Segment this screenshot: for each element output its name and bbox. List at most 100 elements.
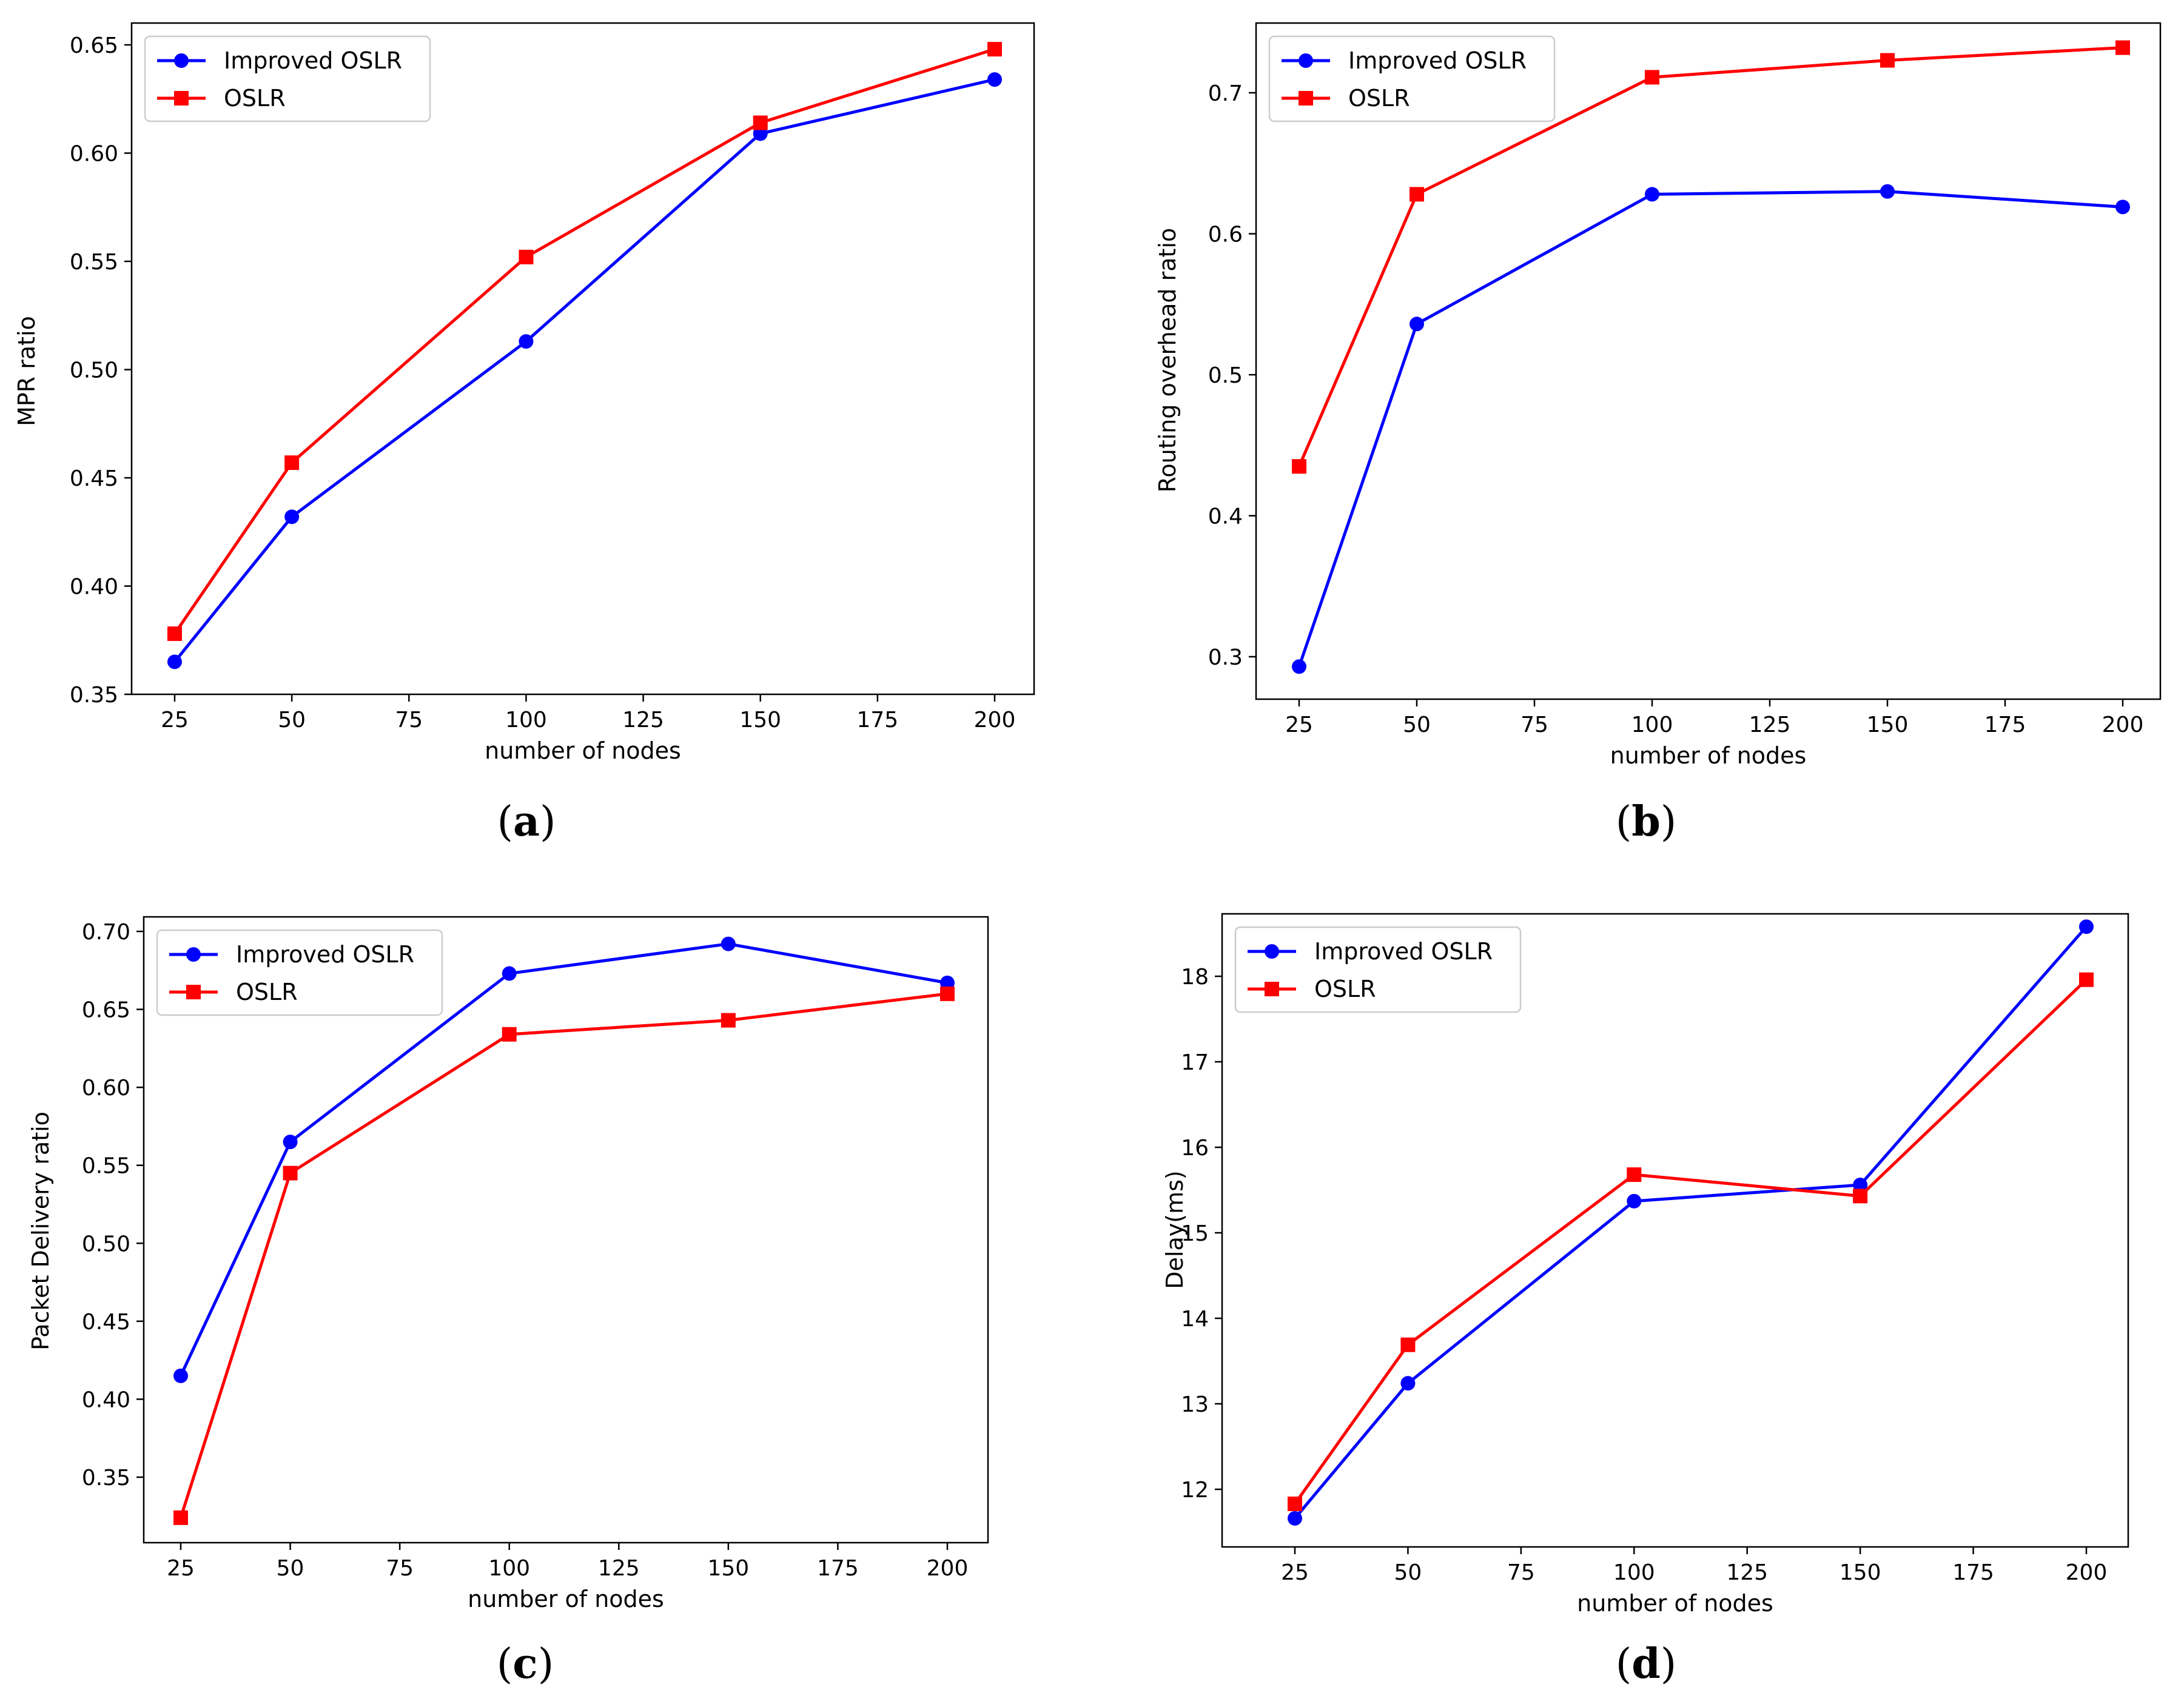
data-point <box>1645 187 1659 202</box>
data-point <box>1627 1193 1642 1209</box>
data-point <box>1853 1189 1868 1204</box>
data-point <box>987 42 1002 57</box>
data-point <box>173 1510 188 1525</box>
y-axis-label: MPR ratio <box>13 316 40 426</box>
data-point <box>1292 459 1306 474</box>
data-point <box>1880 184 1895 199</box>
x-tick-label: 125 <box>622 708 664 733</box>
data-point <box>2115 200 2130 215</box>
chart-panel-a: 25 50 75 100 125 150 175 200 0.35 0.40 0.45 0.50 0.5… <box>13 22 1035 846</box>
plot-frame <box>1255 22 2162 700</box>
x-tick-label: 125 <box>598 1556 640 1581</box>
y-tick-label: 0.65 <box>70 33 118 58</box>
legend-entry: OSLR <box>1314 976 1376 1002</box>
x-tick-label: 100 <box>1613 1560 1655 1585</box>
y-tick-label: 0.60 <box>82 1076 130 1101</box>
chart-panel-d: 25 50 75 100 125 150 175 200 12 13 14 15 16 17 18 numbe… <box>1161 913 2129 1688</box>
data-point <box>519 249 534 264</box>
legend: Improved OSLR OSLR <box>1268 35 1556 122</box>
x-tick-label: 150 <box>707 1556 749 1581</box>
x-tick-label: 75 <box>386 1556 414 1581</box>
series-line-oslr <box>1293 978 2088 1505</box>
x-tick-label: 125 <box>1726 1560 1768 1585</box>
panel-caption: (d) <box>1616 1640 1677 1688</box>
x-axis-label: number of nodes <box>485 737 681 764</box>
series-line-oslr <box>173 47 995 635</box>
x-tick-label: 100 <box>505 708 547 733</box>
series-line-improved-oslr <box>1297 190 2123 668</box>
y-tick-label: 0.60 <box>70 142 118 167</box>
y-tick-label: 0.3 <box>1208 645 1243 670</box>
x-tick-label: 50 <box>1394 1560 1422 1585</box>
y-tick-label: 0.55 <box>70 250 118 275</box>
data-point <box>721 936 736 951</box>
x-axis-label: number of nodes <box>1577 1590 1773 1617</box>
data-point <box>1288 1511 1302 1526</box>
series-line-improved-oslr <box>173 78 995 663</box>
legend: Improved OSLR OSLR <box>1234 926 1522 1013</box>
data-point <box>1400 1337 1416 1352</box>
x-tick-label: 50 <box>278 708 306 733</box>
legend-marker <box>1265 982 1279 996</box>
x-tick-label: 25 <box>1285 713 1313 737</box>
x-tick-label: 100 <box>1631 713 1673 737</box>
y-tick-label: 0.45 <box>70 466 118 491</box>
x-tick-label: 175 <box>817 1556 859 1581</box>
y-tick-label: 0.70 <box>82 920 130 945</box>
legend-entry: OSLR <box>236 979 298 1005</box>
x-tick-label: 150 <box>1840 1560 1881 1585</box>
y-tick-label: 0.40 <box>82 1387 130 1412</box>
data-point <box>1410 187 1424 202</box>
data-point <box>940 986 955 1001</box>
data-point <box>283 1165 298 1181</box>
x-tick-label: 200 <box>2102 713 2144 737</box>
x-tick-label: 50 <box>277 1556 304 1581</box>
y-tick-label: 16 <box>1181 1136 1209 1161</box>
legend-marker <box>1265 944 1279 959</box>
y-tick-label: 17 <box>1181 1050 1209 1075</box>
chart-panel-b: 25 50 75 100 125 150 175 200 0.3 0.4 0.5 0.6 0.7 numb… <box>1154 22 2162 846</box>
y-tick-label: 0.7 <box>1208 81 1243 106</box>
x-tick-label: 125 <box>1749 713 1791 737</box>
x-tick-label: 25 <box>1281 1560 1309 1585</box>
y-tick-label: 0.5 <box>1208 363 1243 388</box>
x-tick-label: 175 <box>1952 1560 1994 1585</box>
legend-entry: Improved OSLR <box>224 47 402 74</box>
x-tick-label: 200 <box>927 1556 969 1581</box>
data-point <box>2079 919 2094 934</box>
y-tick-label: 14 <box>1181 1307 1209 1332</box>
data-point <box>284 509 300 525</box>
legend-box <box>1268 35 1556 122</box>
y-tick-label: 18 <box>1181 965 1209 990</box>
legend-marker <box>186 985 201 999</box>
data-point <box>502 966 517 981</box>
y-tick-label: 13 <box>1181 1392 1209 1417</box>
legend-marker <box>174 91 189 106</box>
plot-frame <box>130 22 1035 696</box>
plot-frame <box>1221 913 2129 1548</box>
legend: Improved OSLR OSLR <box>156 929 443 1016</box>
data-point <box>1410 317 1424 332</box>
y-tick-label: 0.65 <box>82 998 130 1023</box>
data-point <box>1292 659 1306 674</box>
data-point <box>173 1368 188 1383</box>
data-point <box>1645 70 1659 85</box>
x-tick-label: 50 <box>1403 713 1431 737</box>
data-point <box>502 1027 517 1042</box>
y-tick-label: 0.50 <box>82 1232 130 1256</box>
x-tick-label: 200 <box>2066 1560 2108 1585</box>
data-point <box>1288 1496 1302 1511</box>
x-tick-label: 150 <box>739 708 781 733</box>
series-line-improved-oslr <box>1294 925 2088 1520</box>
y-tick-label: 15 <box>1181 1221 1209 1246</box>
y-axis-label: Routing overhead ratio <box>1154 228 1181 492</box>
y-tick-label: 0.35 <box>70 683 118 708</box>
x-tick-label: 100 <box>488 1556 530 1581</box>
panel-caption: (c) <box>497 1640 554 1688</box>
legend-box <box>144 35 431 122</box>
data-point <box>167 654 182 669</box>
y-tick-label: 0.40 <box>70 575 118 600</box>
x-tick-label: 75 <box>395 708 423 733</box>
chart-panel-c: 25 50 75 100 125 150 175 200 0.35 0.40 0.45 0.50 0.5… <box>27 916 989 1688</box>
